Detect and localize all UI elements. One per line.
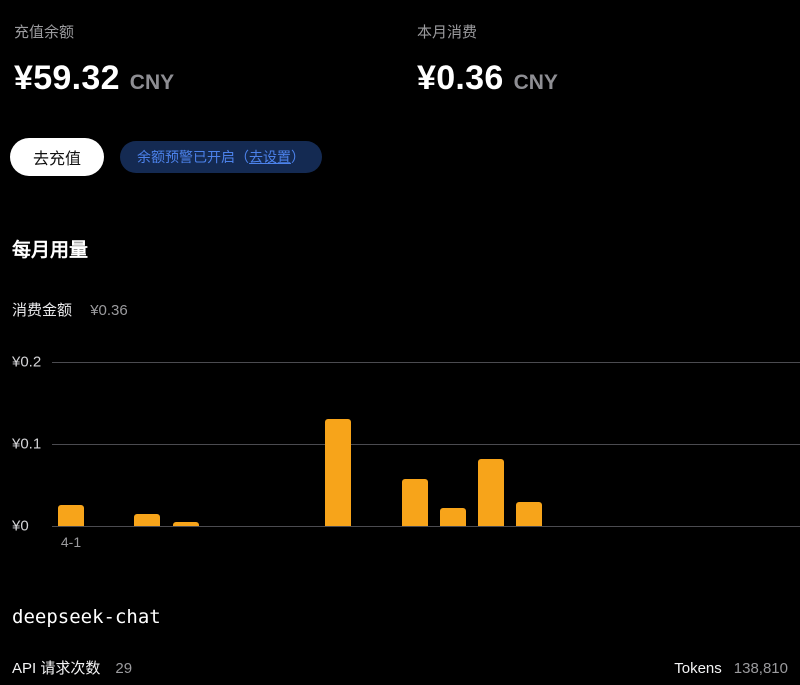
api-requests-stat: API 请求次数 29 (12, 659, 132, 678)
topup-button[interactable]: 去充值 (10, 138, 105, 176)
recharge-balance-amount-row: ¥59.32 CNY (14, 58, 417, 105)
month-spend-amount: ¥0.36 (417, 59, 504, 97)
balance-stats-row: 充值余额 ¥59.32 CNY 本月消费 ¥0.36 CNY (0, 0, 800, 105)
recharge-balance-block: 充值余额 ¥59.32 CNY (14, 24, 417, 105)
chart-legend-row: 消费金额 ¥0.36 (12, 302, 800, 320)
month-spend-label: 本月消费 (417, 24, 478, 41)
chart-bar-4-3 (134, 514, 161, 526)
tokens-label: Tokens (674, 660, 722, 677)
model-name: deepseek-chat (12, 606, 161, 628)
balance-alert-text-prefix: 余额预警已开启（ (137, 149, 250, 165)
chart-bar-4-1 (58, 505, 85, 526)
chart-bar-4-10 (401, 479, 428, 526)
chart-bar-4-8 (325, 419, 352, 526)
chart-bar-4-11 (439, 508, 466, 526)
chart-bar-4-12 (478, 459, 504, 526)
recharge-balance-amount: ¥59.32 (14, 59, 120, 97)
alert-settings-link[interactable]: 去设置 (249, 149, 292, 165)
actions-row: 去充值 余额预警已开启（去设置） (10, 138, 800, 176)
api-requests-label: API 请求次数 (12, 660, 101, 677)
legend-consumption-value: ¥0.36 (90, 302, 128, 319)
chart-bar-4-13 (516, 502, 543, 526)
gridline-0-2 (52, 362, 800, 363)
recharge-balance-label: 充值余额 (14, 24, 75, 41)
monthly-usage-chart: ¥0.2 ¥0.1 ¥0 4-1 (0, 345, 800, 550)
monthly-usage-title: 每月用量 (12, 240, 89, 261)
tokens-stat: Tokens 138,810 (674, 659, 788, 678)
balance-alert-badge: 余额预警已开启（去设置） (120, 141, 323, 173)
chart-bar-4-4 (172, 522, 199, 526)
recharge-balance-currency: CNY (129, 71, 175, 94)
month-spend-amount-row: ¥0.36 CNY (417, 58, 558, 105)
x-axis-tick-4-1: 4-1 (60, 534, 82, 550)
month-spend-block: 本月消费 ¥0.36 CNY (417, 24, 558, 105)
balance-alert-text-suffix: ） (291, 149, 306, 165)
gridline-0-1 (52, 444, 800, 445)
month-spend-currency: CNY (513, 71, 558, 94)
gridline-baseline (52, 526, 800, 527)
y-axis-tick-0-2: ¥0.2 (12, 353, 42, 371)
model-stats-row: API 请求次数 29 Tokens 138,810 (12, 659, 788, 678)
legend-consumption-label: 消费金额 (12, 302, 73, 319)
y-axis-tick-0-1: ¥0.1 (12, 435, 42, 453)
api-requests-value: 29 (115, 660, 133, 677)
tokens-value: 138,810 (733, 660, 788, 677)
y-axis-tick-0: ¥0 (12, 517, 29, 535)
